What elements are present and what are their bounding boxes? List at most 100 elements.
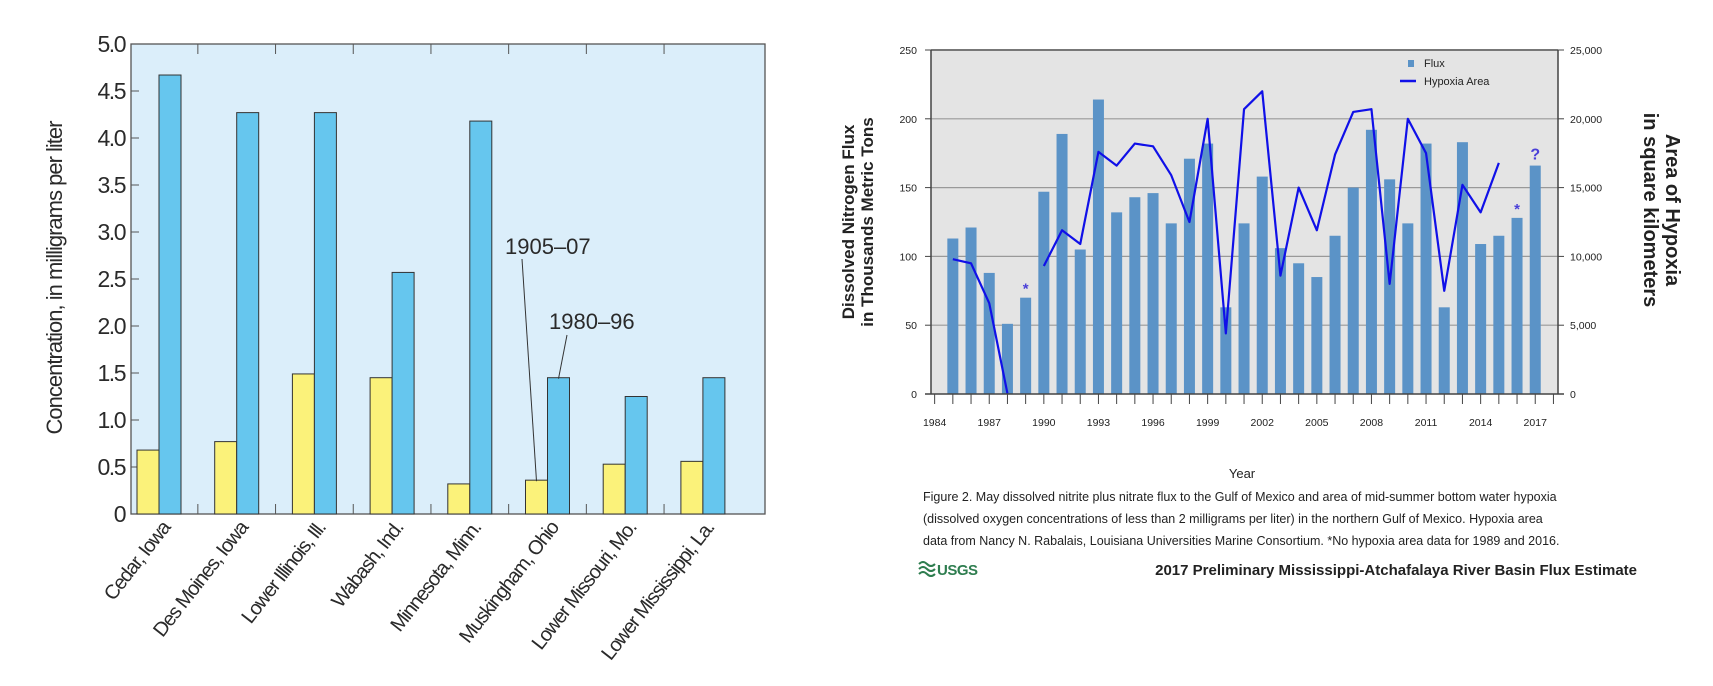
annotation-leader-1905-07: [521, 258, 537, 482]
flux-bar-2016: [1511, 217, 1523, 394]
usgs-wave-icon: [918, 561, 936, 577]
flux-bar-1988: [1001, 323, 1013, 394]
flux-bar-1989: [1020, 297, 1032, 394]
flux-bar-2013: [1456, 142, 1468, 394]
flux-bar-2005: [1311, 277, 1323, 394]
flux-bar-1986: [965, 227, 977, 394]
bar-1980-96: [702, 377, 726, 515]
y-tick-label: 4.0: [98, 125, 126, 151]
right-chart: 0 50 100 150 200 250 0 5,000 10,000 15,000 20,000 2…: [839, 45, 1683, 579]
legend-flux-label: Flux: [1424, 58, 1445, 70]
left-bars: [136, 74, 726, 515]
x-tick-label: 2005: [1305, 417, 1329, 429]
legend-flux-swatch: [1408, 60, 1414, 67]
flux-bar-2007: [1347, 187, 1359, 394]
flux-bar-1995: [1129, 197, 1141, 394]
bar-1980-96: [236, 112, 260, 515]
left-y-ticks: 0 0.5 1.0 1.5 2.0 2.5 3.0 3.5 4.0 4.5 5.0: [98, 31, 665, 527]
bar-1905-07: [214, 441, 238, 515]
annotation-1989: *: [1023, 281, 1029, 298]
right-y-axis-title: Dissolved Nitrogen Flux in Thousands Met…: [839, 117, 877, 326]
flux-bar-2011: [1420, 143, 1432, 394]
category-label: Lower Illinois, Ill.: [237, 518, 330, 628]
x-tick-label: 2008: [1360, 417, 1384, 429]
y-tick-label: 4.5: [98, 78, 126, 104]
flux-bar-2015: [1493, 235, 1505, 394]
y-tick-label: 150: [899, 183, 917, 195]
flux-bar-1991: [1056, 133, 1068, 394]
category-label: Cedar, Iowa: [100, 516, 176, 605]
flux-bar-1996: [1147, 193, 1159, 394]
y-title-line-2: in Thousands Metric Tons: [858, 117, 877, 326]
caption-line-2: (dissolved oxygen concentrations of less…: [923, 512, 1543, 526]
x-tick-label: 1993: [1087, 417, 1111, 429]
x-tick-label: 1987: [978, 417, 1002, 429]
hypoxia-line: [952, 90, 1500, 394]
flux-bar-2002: [1256, 176, 1268, 394]
flux-bar-2004: [1293, 263, 1305, 394]
flux-bar-2000: [1220, 307, 1232, 394]
bar-1980-96: [624, 396, 648, 515]
bar-1980-96: [158, 74, 182, 515]
flux-bar-1999: [1202, 143, 1214, 394]
y2-tick-label: 15,000: [1570, 183, 1602, 195]
annotation-2017: ?: [1530, 147, 1540, 164]
left-y-axis-title: Concentration, in milligrams per liter: [42, 121, 67, 435]
y-tick-label: 2.0: [98, 313, 126, 339]
y2-tick-label: 0: [1570, 389, 1576, 401]
bar-1980-96: [313, 112, 337, 515]
annotation-1980-96: 1980–96: [549, 309, 635, 334]
x-tick-label: 1996: [1141, 417, 1165, 429]
bar-1905-07: [680, 460, 704, 515]
footer-title: 2017 Preliminary Mississippi-Atchafalaya…: [1155, 562, 1637, 579]
x-axis-title: Year: [1229, 466, 1256, 481]
bar-1980-96: [547, 377, 570, 515]
x-tick-label: 2011: [1415, 417, 1438, 429]
y-tick-label: 3.5: [98, 172, 126, 198]
y-tick-label: 200: [899, 114, 917, 126]
y-tick-label: 250: [899, 45, 917, 57]
y-tick-label: 1.5: [98, 360, 126, 386]
y2-tick-label: 5,000: [1570, 320, 1596, 332]
y2-title-line-2: in square kilometers: [1639, 113, 1661, 308]
flux-bar-1997: [1165, 223, 1177, 394]
bar-1905-07: [447, 483, 471, 515]
flux-bar-2010: [1402, 223, 1414, 394]
legend-hypoxia-label: Hypoxia Area: [1424, 76, 1490, 88]
flux-bar-2012: [1438, 307, 1450, 394]
flux-bars: [947, 99, 1541, 395]
y-tick-label: 0: [911, 389, 917, 401]
y2-tick-label: 10,000: [1570, 251, 1602, 263]
y2-title-line-1: Area of Hypoxia: [1661, 134, 1683, 287]
caption-line-3: data from Nancy N. Rabalais, Louisiana U…: [923, 534, 1559, 548]
usgs-logo-text: USGS: [937, 562, 978, 579]
flux-bar-2006: [1329, 235, 1341, 394]
flux-bar-1998: [1183, 158, 1195, 394]
flux-bar-1987: [983, 272, 995, 394]
flux-bar-1985: [947, 238, 959, 394]
bar-1905-07: [291, 373, 315, 515]
x-tick-label: 2017: [1524, 417, 1548, 429]
flux-bar-2003: [1274, 248, 1286, 394]
annotation-leader-1980-96: [558, 334, 568, 379]
y-tick-label: 3.0: [98, 219, 126, 245]
hypoxia-line-segment: [1042, 90, 1500, 335]
hypoxia-line-segment: [952, 258, 1009, 394]
x-tick-label: 1984: [923, 417, 947, 429]
y-tick-label: 50: [905, 320, 917, 332]
bar-1905-07: [602, 463, 626, 515]
y2-tick-label: 20,000: [1570, 114, 1602, 126]
usgs-logo: USGS: [918, 561, 979, 579]
right-y2-axis-title: Area of Hypoxia in square kilometers: [1639, 113, 1683, 308]
flux-bar-1992: [1074, 249, 1086, 394]
x-tick-label: 1990: [1032, 417, 1056, 429]
y-tick-label: 100: [899, 251, 917, 263]
y-title-line-1: Dissolved Nitrogen Flux: [839, 124, 858, 319]
right-axes: 0 50 100 150 200 250 0 5,000 10,000 15,000 20,000 2…: [899, 45, 1602, 429]
bar-1980-96: [469, 120, 493, 515]
flux-bar-1990: [1038, 191, 1050, 394]
left-chart: 0 0.5 1.0 1.5 2.0 2.5 3.0 3.5 4.0 4.5 5.0 Cedar, I…: [42, 31, 766, 665]
category-label: Wabash, Ind.: [327, 518, 408, 612]
bar-1905-07: [136, 449, 160, 515]
